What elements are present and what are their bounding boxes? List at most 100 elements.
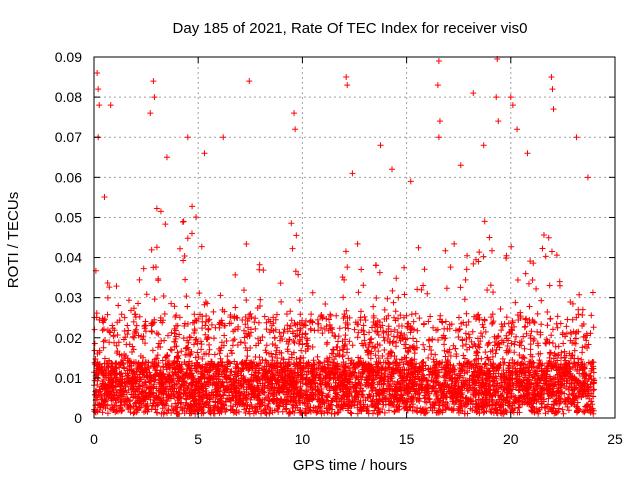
data-point [546,354,553,361]
data-point [475,396,482,403]
data-point [447,264,454,271]
data-point [534,340,541,347]
data-point [101,194,108,201]
data-point [479,333,486,340]
data-point [568,352,575,359]
data-point [357,308,364,315]
data-point [370,303,377,310]
data-point [442,247,449,254]
data-point [179,219,186,226]
data-point [526,303,533,310]
data-point [339,353,346,360]
data-point [153,205,160,212]
data-point [509,407,516,414]
data-point [153,330,160,337]
data-point [104,294,111,301]
data-point [124,322,131,329]
data-point [491,333,498,340]
data-point [545,234,552,241]
data-point [241,334,248,341]
data-point [511,341,518,348]
data-point [391,407,398,414]
data-point [384,295,391,302]
data-point [358,266,365,273]
data-point [175,352,182,359]
data-point [511,338,518,345]
data-point [244,353,251,360]
data-point [478,355,485,362]
data-point [547,349,554,356]
data-point [91,340,98,347]
data-point [386,339,393,346]
data-point [575,328,582,335]
data-point [252,325,259,332]
data-point [414,286,421,293]
data-point [210,308,217,315]
data-point [369,379,376,386]
data-point [342,332,349,339]
data-point [121,365,128,372]
data-point [177,245,184,252]
data-point [345,355,352,362]
data-point [567,355,574,362]
data-point [118,408,125,415]
data-point [560,340,567,347]
data-point [223,338,230,345]
data-point [360,282,367,289]
data-point [131,334,138,341]
data-point [467,405,474,412]
data-point [455,314,462,321]
data-point [546,282,553,289]
data-point [421,266,428,273]
data-point [404,390,411,397]
data-point [456,326,463,333]
data-point [330,347,337,354]
data-point [172,365,179,372]
data-point [386,407,393,414]
data-point [244,317,251,324]
data-point [227,360,234,367]
data-point [548,248,555,255]
data-point [118,352,125,359]
data-point [327,312,334,319]
data-point [183,293,190,300]
data-point [425,318,432,325]
data-point [277,280,284,287]
data-point [242,321,249,328]
data-point [239,364,246,371]
data-point [376,269,383,276]
data-point [319,330,326,337]
data-point [100,326,107,333]
data-point [121,328,128,335]
data-point [151,316,158,323]
data-point [333,312,340,319]
data-point [429,407,436,414]
data-point [534,310,541,317]
data-point [447,365,454,372]
data-point [389,377,396,384]
data-point [550,355,557,362]
data-point [531,319,538,326]
data-point [299,341,306,348]
data-point [195,315,202,322]
data-point [154,352,161,359]
data-point [433,389,440,396]
data-point [224,353,231,360]
data-point [458,402,465,409]
data-point [133,326,140,333]
data-point [288,220,295,227]
data-point [561,348,568,355]
data-point [336,325,343,332]
data-point [323,315,330,322]
data-point [265,400,272,407]
data-point [390,333,397,340]
data-point [217,355,224,362]
data-point [315,365,322,372]
data-point [234,326,241,333]
data-point [391,408,398,415]
data-point [199,325,206,332]
data-point [217,292,224,299]
data-point [349,368,356,375]
data-point [486,234,493,241]
data-point [263,349,270,356]
